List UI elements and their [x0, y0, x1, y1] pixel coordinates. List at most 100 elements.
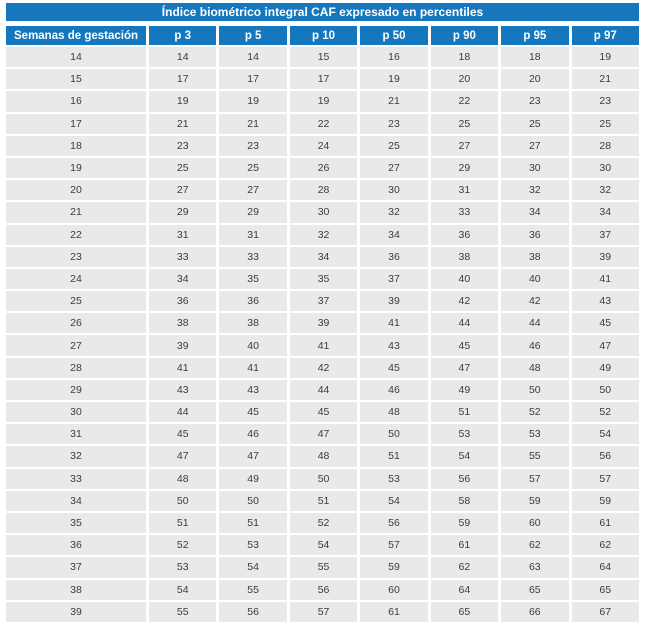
- cell-percentile-value: 45: [571, 313, 639, 334]
- header-p97: p 97: [571, 26, 639, 45]
- header-row: Semanas de gestación p 3 p 5 p 10 p 50 p…: [6, 26, 639, 45]
- cell-percentile-value: 44: [501, 313, 569, 334]
- percentile-table-container: Índice biométrico integral CAF expresado…: [6, 3, 639, 624]
- cell-percentile-value: 19: [219, 91, 287, 112]
- cell-percentile-value: 30: [571, 157, 639, 179]
- cell-gestation-week: 17: [6, 113, 146, 134]
- cell-percentile-value: 44: [289, 379, 358, 400]
- cell-percentile-value: 49: [571, 357, 639, 378]
- cell-percentile-value: 55: [289, 557, 358, 578]
- cell-percentile-value: 50: [219, 490, 287, 511]
- cell-percentile-value: 52: [501, 402, 569, 423]
- cell-gestation-week: 28: [6, 357, 146, 378]
- cell-percentile-value: 35: [289, 268, 358, 290]
- cell-gestation-week: 23: [6, 246, 146, 267]
- table-row: 36 52 53 54 57 61 62 62: [6, 535, 639, 556]
- table-row: 34 50 50 51 54 58 59 59: [6, 490, 639, 511]
- cell-gestation-week: 36: [6, 535, 146, 556]
- cell-gestation-week: 22: [6, 224, 146, 245]
- cell-percentile-value: 28: [289, 180, 358, 201]
- cell-percentile-value: 53: [360, 468, 428, 489]
- cell-percentile-value: 34: [360, 224, 428, 245]
- cell-percentile-value: 39: [360, 291, 428, 312]
- cell-percentile-value: 19: [571, 47, 639, 68]
- table-row: 27 39 40 41 43 45 46 47: [6, 335, 639, 356]
- cell-percentile-value: 48: [149, 468, 217, 489]
- cell-percentile-value: 15: [289, 47, 358, 68]
- cell-percentile-value: 45: [289, 402, 358, 423]
- table-row: 19 25 25 26 27 29 30 30: [6, 157, 639, 179]
- cell-percentile-value: 27: [149, 180, 217, 201]
- percentile-table: Semanas de gestación p 3 p 5 p 10 p 50 p…: [3, 24, 642, 624]
- cell-percentile-value: 24: [289, 135, 358, 156]
- cell-percentile-value: 46: [360, 379, 428, 400]
- cell-percentile-value: 25: [149, 157, 217, 179]
- cell-percentile-value: 47: [289, 424, 358, 445]
- table-title: Índice biométrico integral CAF expresado…: [6, 3, 639, 21]
- cell-percentile-value: 39: [149, 335, 217, 356]
- cell-percentile-value: 29: [149, 202, 217, 223]
- table-row: 16 19 19 19 21 22 23 23: [6, 91, 639, 112]
- cell-gestation-week: 27: [6, 335, 146, 356]
- cell-gestation-week: 25: [6, 291, 146, 312]
- table-row: 35 51 51 52 56 59 60 61: [6, 512, 639, 534]
- cell-percentile-value: 56: [571, 446, 639, 467]
- table-row: 18 23 23 24 25 27 27 28: [6, 135, 639, 156]
- cell-percentile-value: 19: [360, 69, 428, 90]
- table-row: 22 31 31 32 34 36 36 37: [6, 224, 639, 245]
- cell-percentile-value: 27: [360, 157, 428, 179]
- cell-percentile-value: 60: [360, 579, 428, 600]
- cell-percentile-value: 47: [219, 446, 287, 467]
- cell-percentile-value: 27: [430, 135, 499, 156]
- cell-percentile-value: 53: [219, 535, 287, 556]
- cell-percentile-value: 44: [430, 313, 499, 334]
- header-p95: p 95: [501, 26, 569, 45]
- cell-gestation-week: 37: [6, 557, 146, 578]
- cell-percentile-value: 54: [149, 579, 217, 600]
- cell-percentile-value: 41: [571, 268, 639, 290]
- cell-percentile-value: 62: [571, 535, 639, 556]
- cell-percentile-value: 39: [289, 313, 358, 334]
- cell-percentile-value: 57: [571, 468, 639, 489]
- cell-gestation-week: 33: [6, 468, 146, 489]
- cell-gestation-week: 38: [6, 579, 146, 600]
- table-row: 29 43 43 44 46 49 50 50: [6, 379, 639, 400]
- cell-percentile-value: 65: [501, 579, 569, 600]
- header-p50: p 50: [360, 26, 428, 45]
- cell-percentile-value: 65: [571, 579, 639, 600]
- cell-percentile-value: 34: [289, 246, 358, 267]
- cell-percentile-value: 63: [501, 557, 569, 578]
- cell-percentile-value: 38: [501, 246, 569, 267]
- cell-percentile-value: 44: [149, 402, 217, 423]
- cell-percentile-value: 32: [501, 180, 569, 201]
- cell-percentile-value: 53: [501, 424, 569, 445]
- cell-percentile-value: 62: [430, 557, 499, 578]
- cell-gestation-week: 32: [6, 446, 146, 467]
- cell-percentile-value: 23: [501, 91, 569, 112]
- cell-percentile-value: 31: [430, 180, 499, 201]
- cell-percentile-value: 18: [430, 47, 499, 68]
- header-gestation-weeks: Semanas de gestación: [6, 26, 146, 45]
- table-row: 28 41 41 42 45 47 48 49: [6, 357, 639, 378]
- cell-percentile-value: 32: [289, 224, 358, 245]
- cell-percentile-value: 56: [430, 468, 499, 489]
- cell-percentile-value: 66: [501, 601, 569, 622]
- cell-percentile-value: 54: [360, 490, 428, 511]
- cell-percentile-value: 54: [571, 424, 639, 445]
- cell-percentile-value: 43: [149, 379, 217, 400]
- cell-percentile-value: 23: [149, 135, 217, 156]
- cell-gestation-week: 21: [6, 202, 146, 223]
- cell-gestation-week: 20: [6, 180, 146, 201]
- table-row: 26 38 38 39 41 44 44 45: [6, 313, 639, 334]
- cell-percentile-value: 50: [360, 424, 428, 445]
- cell-percentile-value: 45: [149, 424, 217, 445]
- cell-percentile-value: 54: [289, 535, 358, 556]
- cell-percentile-value: 56: [360, 512, 428, 534]
- cell-percentile-value: 18: [501, 47, 569, 68]
- cell-percentile-value: 51: [430, 402, 499, 423]
- cell-percentile-value: 25: [501, 113, 569, 134]
- cell-percentile-value: 30: [360, 180, 428, 201]
- cell-percentile-value: 49: [430, 379, 499, 400]
- cell-percentile-value: 45: [219, 402, 287, 423]
- cell-percentile-value: 41: [289, 335, 358, 356]
